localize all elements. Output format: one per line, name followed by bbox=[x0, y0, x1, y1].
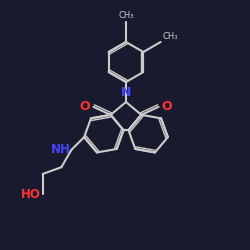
Text: CH₃: CH₃ bbox=[163, 32, 178, 41]
Text: O: O bbox=[80, 100, 90, 113]
Text: CH₃: CH₃ bbox=[118, 11, 134, 20]
Text: O: O bbox=[162, 100, 172, 113]
Text: N: N bbox=[121, 86, 131, 98]
Text: HO: HO bbox=[21, 188, 40, 200]
Text: NH: NH bbox=[50, 143, 70, 156]
